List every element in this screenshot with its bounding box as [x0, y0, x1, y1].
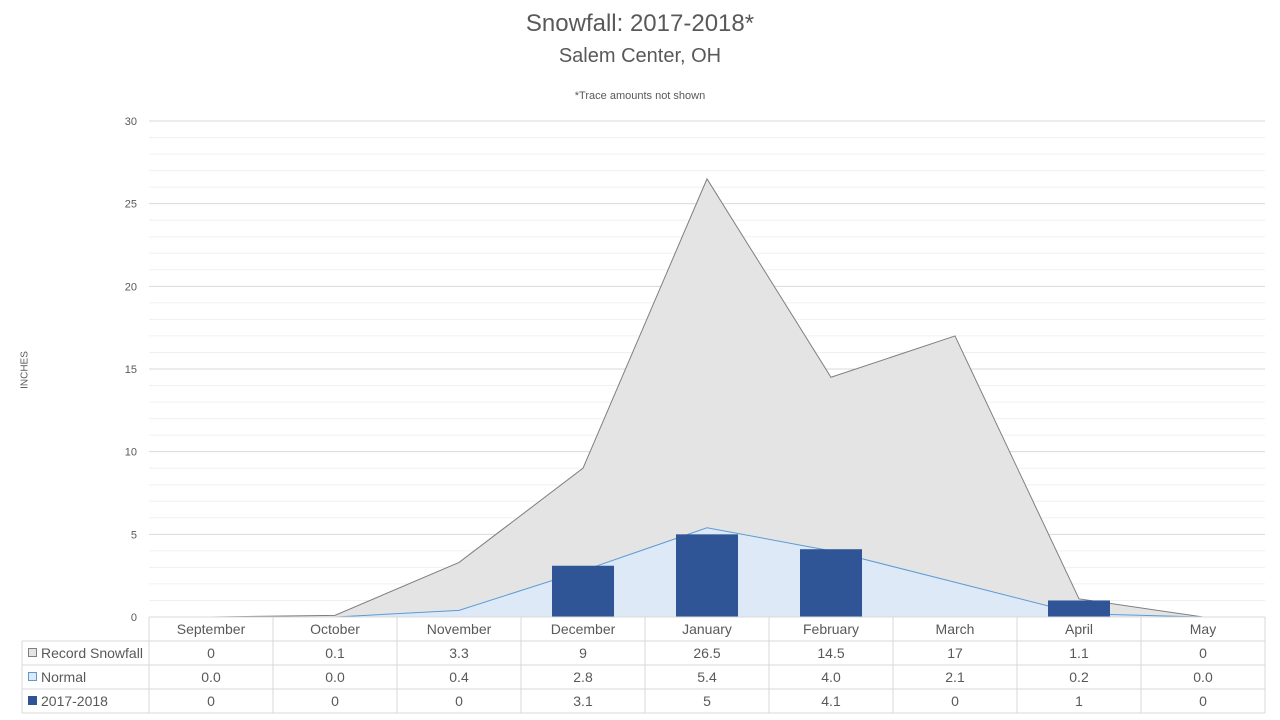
x-tick-label: March	[936, 621, 975, 637]
data-label: 0	[951, 693, 959, 709]
data-label: 14.5	[817, 645, 844, 661]
data-label: 1	[1075, 693, 1083, 709]
y-tick-label: 25	[125, 199, 137, 211]
y-tick-label: 0	[131, 612, 137, 624]
data-label: 0.2	[1069, 669, 1089, 685]
data-label: 5.4	[697, 669, 717, 685]
legend-entry: Normal	[41, 669, 86, 685]
data-label: 0	[1199, 693, 1207, 709]
data-label: 2.1	[945, 669, 965, 685]
x-tick-label: December	[551, 621, 616, 637]
data-label: 0.0	[201, 669, 221, 685]
x-tick-label: October	[310, 621, 360, 637]
chart-note: *Trace amounts not shown	[574, 90, 706, 102]
data-label: 0	[207, 645, 215, 661]
data-label: 0	[455, 693, 463, 709]
x-tick-label: January	[682, 621, 732, 637]
data-label: 3.1	[573, 693, 593, 709]
bar-april	[1048, 600, 1110, 617]
y-tick-label: 20	[125, 281, 137, 293]
data-label: 0.0	[325, 669, 345, 685]
data-label: 1.1	[1069, 645, 1089, 661]
data-label: 9	[579, 645, 587, 661]
legend-entry: Record Snowfall	[41, 645, 143, 661]
x-tick-label: February	[803, 621, 859, 637]
y-tick-label: 30	[125, 116, 137, 128]
data-label: 26.5	[693, 645, 720, 661]
y-tick-label: 5	[131, 529, 137, 541]
data-label: 0.4	[449, 669, 469, 685]
y-tick-label: 15	[125, 364, 137, 376]
x-tick-label: November	[427, 621, 492, 637]
data-label: 4.0	[821, 669, 841, 685]
data-label: 0	[1199, 645, 1207, 661]
area-fill-record-snowfall	[211, 178, 1203, 617]
area-line-record-snowfall	[210, 177, 1204, 618]
y-tick-label: 10	[125, 447, 137, 459]
bar-december	[552, 565, 614, 617]
bar-february	[800, 549, 862, 617]
data-label: 5	[703, 693, 711, 709]
data-label: 0.1	[325, 645, 345, 661]
legend-key-record-snowfall	[28, 648, 37, 657]
bar-january	[676, 534, 738, 617]
chart-subtitle: Salem Center, OH	[558, 45, 722, 67]
x-tick-label: April	[1065, 621, 1093, 637]
data-label: 0	[331, 693, 339, 709]
x-tick-label: September	[177, 621, 246, 637]
data-label: 3.3	[449, 645, 469, 661]
x-tick-label: May	[1190, 621, 1216, 637]
area-line-normal	[211, 527, 1204, 618]
data-label: 0.0	[1193, 669, 1213, 685]
data-label: 17	[947, 645, 963, 661]
legend-entry: 2017-2018	[41, 693, 108, 709]
chart-title: Snowfall: 2017-2018*	[525, 10, 755, 37]
data-label: 4.1	[821, 693, 841, 709]
legend-key-normal	[28, 672, 37, 681]
data-label: 2.8	[573, 669, 593, 685]
legend-key-2017-2018	[28, 696, 37, 705]
data-label: 0	[207, 693, 215, 709]
